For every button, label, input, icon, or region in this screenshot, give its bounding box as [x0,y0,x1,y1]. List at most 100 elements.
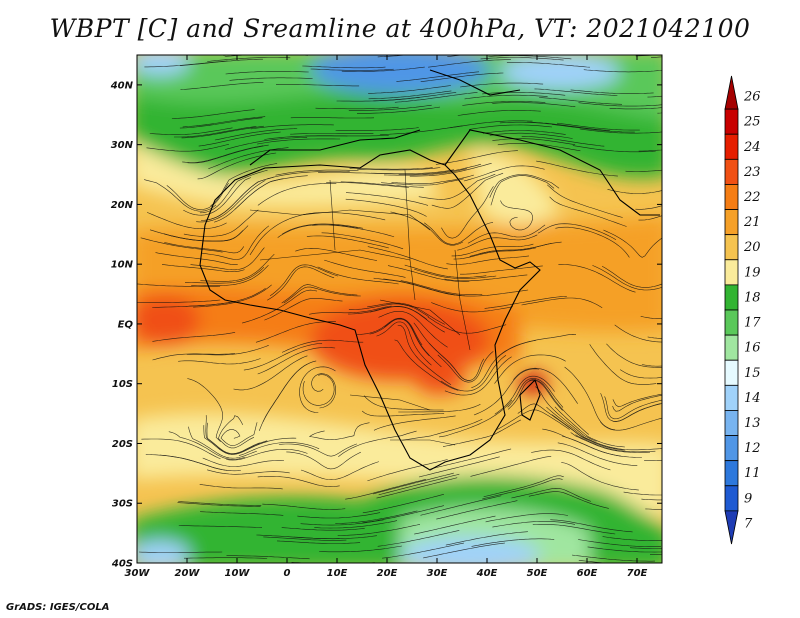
colorbar-swatch [724,309,739,336]
streamline [379,125,463,135]
streamline [309,305,392,315]
colorbar-swatch [724,259,739,286]
colorbar-swatch [724,384,739,411]
streamline [281,339,364,353]
streamline [517,403,588,440]
streamline [578,102,662,107]
streamline [427,316,507,334]
streamline [469,243,552,257]
colorbar-label: 25 [743,115,761,130]
streamline [185,288,266,307]
streamline [218,415,255,449]
streamline [138,551,223,553]
streamline [647,336,662,339]
streamline [203,425,268,455]
streamline [206,422,268,455]
streamline [435,150,518,165]
latitude-label: 10S [112,379,133,390]
streamline [402,418,483,441]
colorbar-label: 21 [743,215,761,230]
colorbar-swatch [724,158,739,185]
streamline [451,243,534,257]
longitude-label: 60E [577,568,598,579]
streamline [137,299,221,303]
streamline [281,284,358,304]
streamline [536,160,618,177]
streamline [341,66,425,72]
streamline [178,501,262,506]
streamline [431,172,504,209]
streamline [470,456,552,477]
streamline [531,449,611,471]
streamline [306,235,389,249]
streamline [378,311,448,348]
streamline [335,510,418,524]
streamline [361,410,445,417]
streamline [229,77,313,81]
streamline [391,174,474,185]
streamline [357,167,441,171]
streamline [612,403,662,422]
streamline [471,340,536,388]
colorbar-swatch [724,359,739,386]
streamline [238,442,320,456]
map-title: WBPT [C] and Sreamline at 400hPa, VT: 20… [49,14,751,43]
streamline [193,284,272,308]
streamline [262,360,317,423]
streamline [394,92,478,103]
streamline [295,247,377,261]
streamline [302,212,386,221]
streamline [561,462,639,491]
longitude-label: 20E [377,568,398,579]
colorbar-swatch [724,284,739,311]
streamline [300,461,379,481]
colorbar-label: 17 [744,316,761,331]
streamline [348,305,428,320]
streamline [349,167,433,170]
streamline [190,247,265,271]
longitude-label: 0 [284,568,291,579]
streamline [177,502,261,507]
colorbar-label: 14 [744,391,761,406]
streamline [311,373,337,409]
streamline [558,264,636,293]
streamline [317,266,399,285]
colorbar-label: 15 [744,366,761,381]
streamline [368,85,451,94]
streamline [645,508,662,510]
streamline [640,316,662,319]
streamline [376,321,432,366]
streamline [297,512,381,519]
streamline [376,477,458,499]
streamline [420,495,502,516]
streamline [420,72,504,82]
streamline [521,136,605,147]
streamline [483,475,564,497]
streamline [324,259,406,278]
streamline [381,178,464,186]
streamline [488,55,572,60]
streamline [489,132,573,139]
streamline [207,469,290,475]
streamline [467,224,546,244]
streamline [263,536,347,541]
streamline [384,318,442,368]
streamline [299,366,336,413]
streamline [174,126,257,138]
streamline [490,175,555,206]
streamline [184,557,268,559]
streamline [641,364,662,367]
colorbar-label: 22 [743,190,761,205]
colorbar-swatch [724,510,739,545]
streamline [606,343,662,368]
streamline [338,430,417,457]
streamline [277,224,359,238]
streamline [312,224,395,238]
streamline [326,181,410,188]
streamline [373,472,454,495]
streamline [207,57,291,62]
streamlines [137,55,662,563]
latitude-label: 20N [111,200,134,211]
longitude-label: 70E [627,568,648,579]
streamline [220,422,258,446]
